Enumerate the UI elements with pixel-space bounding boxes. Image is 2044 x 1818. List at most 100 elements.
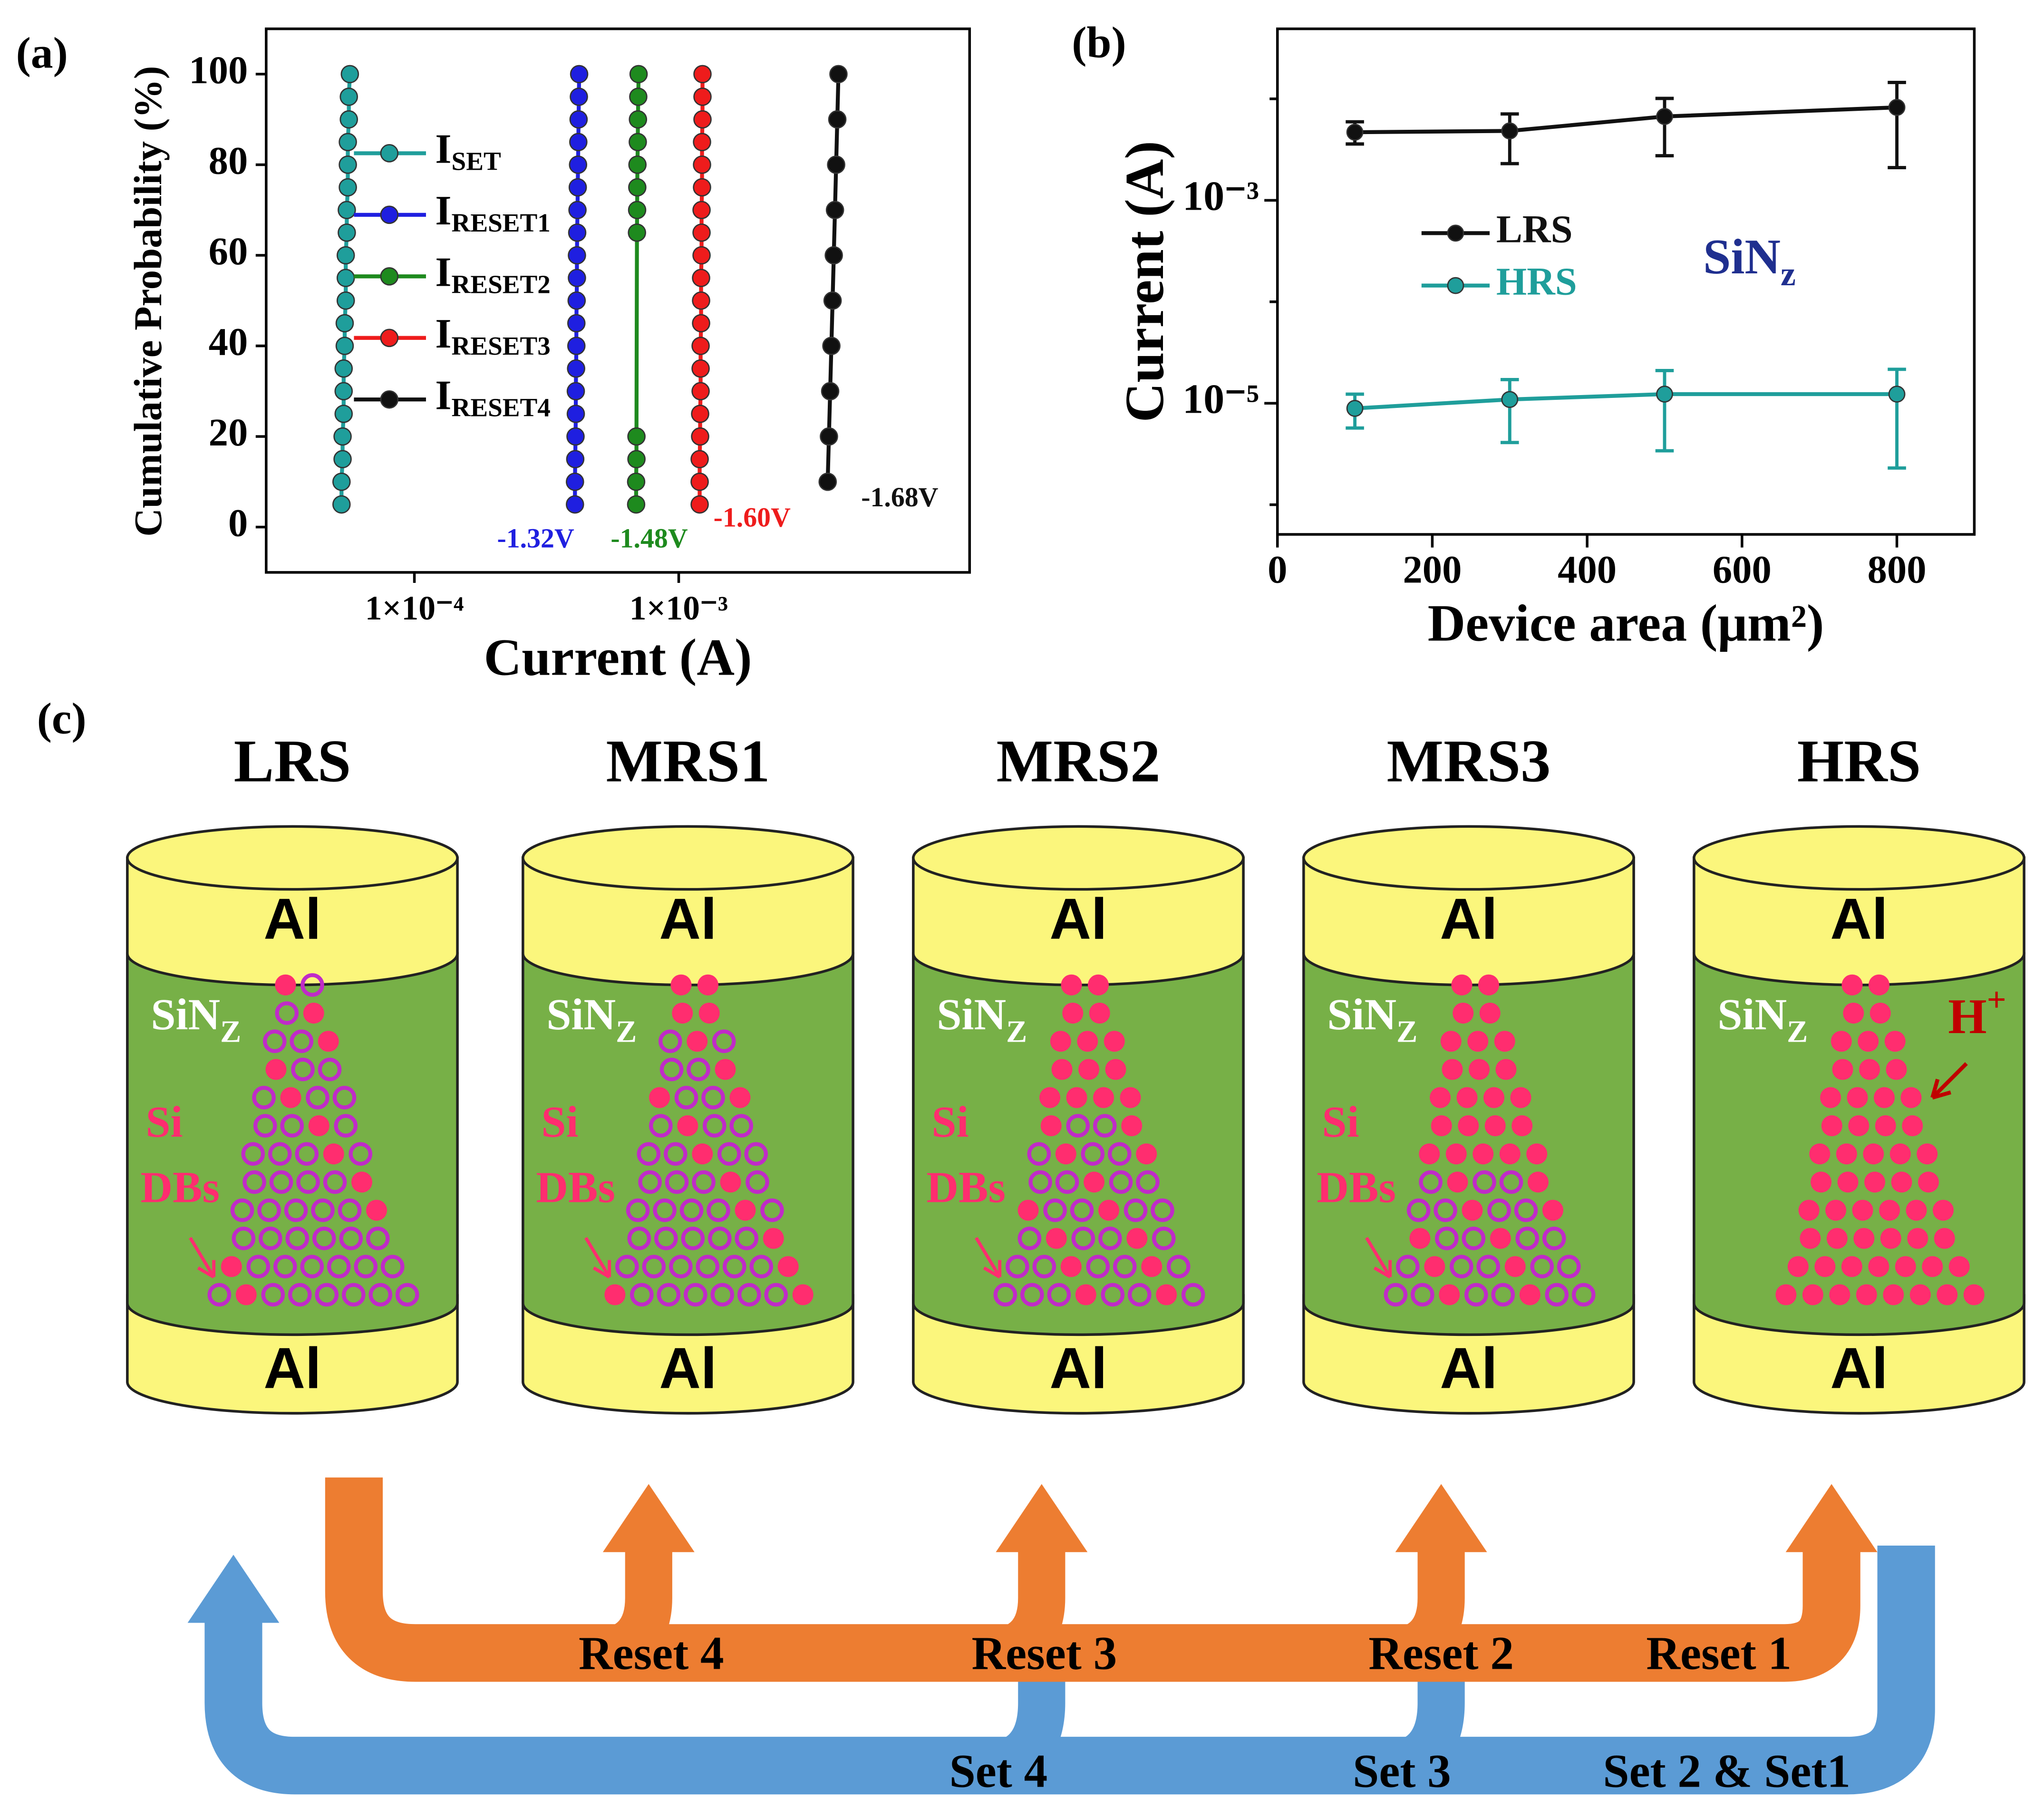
si-db-hollow (1071, 1227, 1095, 1250)
data-point (829, 65, 848, 84)
pointer-arrow (1930, 1062, 1968, 1100)
y-tick-label: 60 (209, 229, 248, 273)
si-db-filled (1447, 1171, 1468, 1193)
reset-arrowhead (996, 1484, 1088, 1552)
data-point (338, 201, 356, 220)
si-db-filled (1918, 1171, 1939, 1193)
si-db-hollow (296, 1170, 320, 1194)
data-point (1346, 400, 1364, 417)
data-point (567, 337, 586, 355)
value-annotation: -1.32V (497, 522, 574, 553)
si-db-filled (1478, 974, 1500, 996)
si-db-hollow (339, 1227, 363, 1250)
set-branch (982, 1657, 1066, 1789)
si-db-filled (1922, 1256, 1943, 1277)
top-electrode (912, 856, 1245, 986)
si-db-hollow (707, 1227, 732, 1250)
top-electrode (1302, 856, 1635, 986)
si-db-filled (1424, 1256, 1445, 1277)
legend-label: ISET (435, 126, 501, 175)
si-db-hollow (744, 1142, 768, 1166)
si-db-filled (1879, 1199, 1900, 1221)
si-db-filled (715, 1059, 736, 1080)
si-db-hollow (349, 1142, 372, 1166)
si-db-hollow (1419, 1170, 1443, 1194)
si-db-hollow (654, 1227, 678, 1250)
si-db-hollow (323, 1170, 347, 1194)
y-tick-label: 80 (209, 138, 248, 182)
si-db-hollow (1530, 1255, 1554, 1278)
data-point (336, 269, 355, 287)
value-annotation: -1.60V (714, 502, 791, 532)
reset-label: Reset 4 (579, 1628, 724, 1680)
si-db-hollow (737, 1283, 761, 1307)
si-db-filled (1442, 1059, 1463, 1080)
reset-arrowhead (1785, 1484, 1878, 1552)
si-db-hollow (273, 1255, 297, 1278)
legend-marker (1447, 224, 1464, 242)
data-point (629, 110, 648, 129)
si-db-hollow (280, 1114, 304, 1138)
data-point (569, 155, 588, 174)
data-point (692, 291, 710, 310)
si-db-hollow (332, 1085, 357, 1110)
si-db-filled (1468, 1059, 1490, 1080)
si-db-filled (1126, 1228, 1148, 1249)
si-db-filled (670, 974, 692, 996)
si-db-filled (1858, 1031, 1879, 1052)
legend-marker (380, 390, 399, 409)
si-db-filled (235, 1284, 257, 1305)
si-db-filled (1870, 1002, 1891, 1024)
si-db-filled (1841, 1256, 1862, 1277)
electrode-label: Al (1049, 886, 1107, 951)
si-db-hollow (710, 1283, 735, 1307)
si-db-hollow (257, 1198, 281, 1222)
si-db-filled (1483, 1087, 1505, 1108)
si-db-hollow (1109, 1170, 1133, 1194)
si-db-filled (1868, 1256, 1889, 1277)
set-path (204, 1545, 1935, 1795)
si-db-hollow (1464, 1283, 1488, 1307)
reset-label: Reset 3 (972, 1628, 1117, 1680)
data-point (690, 473, 709, 491)
si-db-filled (1105, 1059, 1126, 1080)
set-label: Set 3 (1353, 1746, 1451, 1798)
data-point (627, 427, 646, 446)
data-point (566, 382, 585, 401)
si-db-filled (672, 1002, 693, 1024)
si-db-filled (1884, 1031, 1906, 1052)
si-db-filled (1909, 1284, 1931, 1305)
si-db-filled (777, 1256, 799, 1277)
si-db-hollow (657, 1283, 681, 1307)
x-tick-label: 200 (1403, 548, 1462, 591)
si-db-filled (698, 1002, 720, 1024)
si-db-hollow (1411, 1283, 1434, 1307)
si-db-hollow (701, 1085, 725, 1110)
series-line (825, 74, 841, 482)
state-title: MRS1 (606, 728, 770, 795)
panel-label: (c) (37, 694, 87, 743)
electrode-label: Al (659, 1335, 717, 1400)
reset-branch (589, 1545, 672, 1677)
data-point (332, 473, 351, 491)
si-db-hollow (241, 1142, 265, 1166)
si-db-filled (1821, 1115, 1842, 1136)
si-db-filled (1504, 1256, 1526, 1277)
si-db-filled (1062, 1002, 1084, 1024)
si-db-hollow (1396, 1255, 1420, 1278)
data-point (692, 269, 710, 287)
state-title: MRS3 (1386, 728, 1550, 795)
si-db-filled (1886, 1059, 1907, 1080)
data-point (335, 337, 354, 355)
pointer-arrow (584, 1237, 611, 1279)
si-db-filled (1917, 1143, 1938, 1165)
data-point (693, 110, 712, 129)
si-db-filled (1895, 1256, 1916, 1277)
data-point (820, 427, 838, 446)
si-db-filled (792, 1284, 814, 1305)
legend-marker (380, 144, 399, 163)
si-db-hollow (288, 1283, 312, 1307)
si-db-hollow (1043, 1198, 1067, 1222)
electrode-label: Al (1830, 1335, 1888, 1400)
si-db-hollow (334, 1114, 358, 1138)
